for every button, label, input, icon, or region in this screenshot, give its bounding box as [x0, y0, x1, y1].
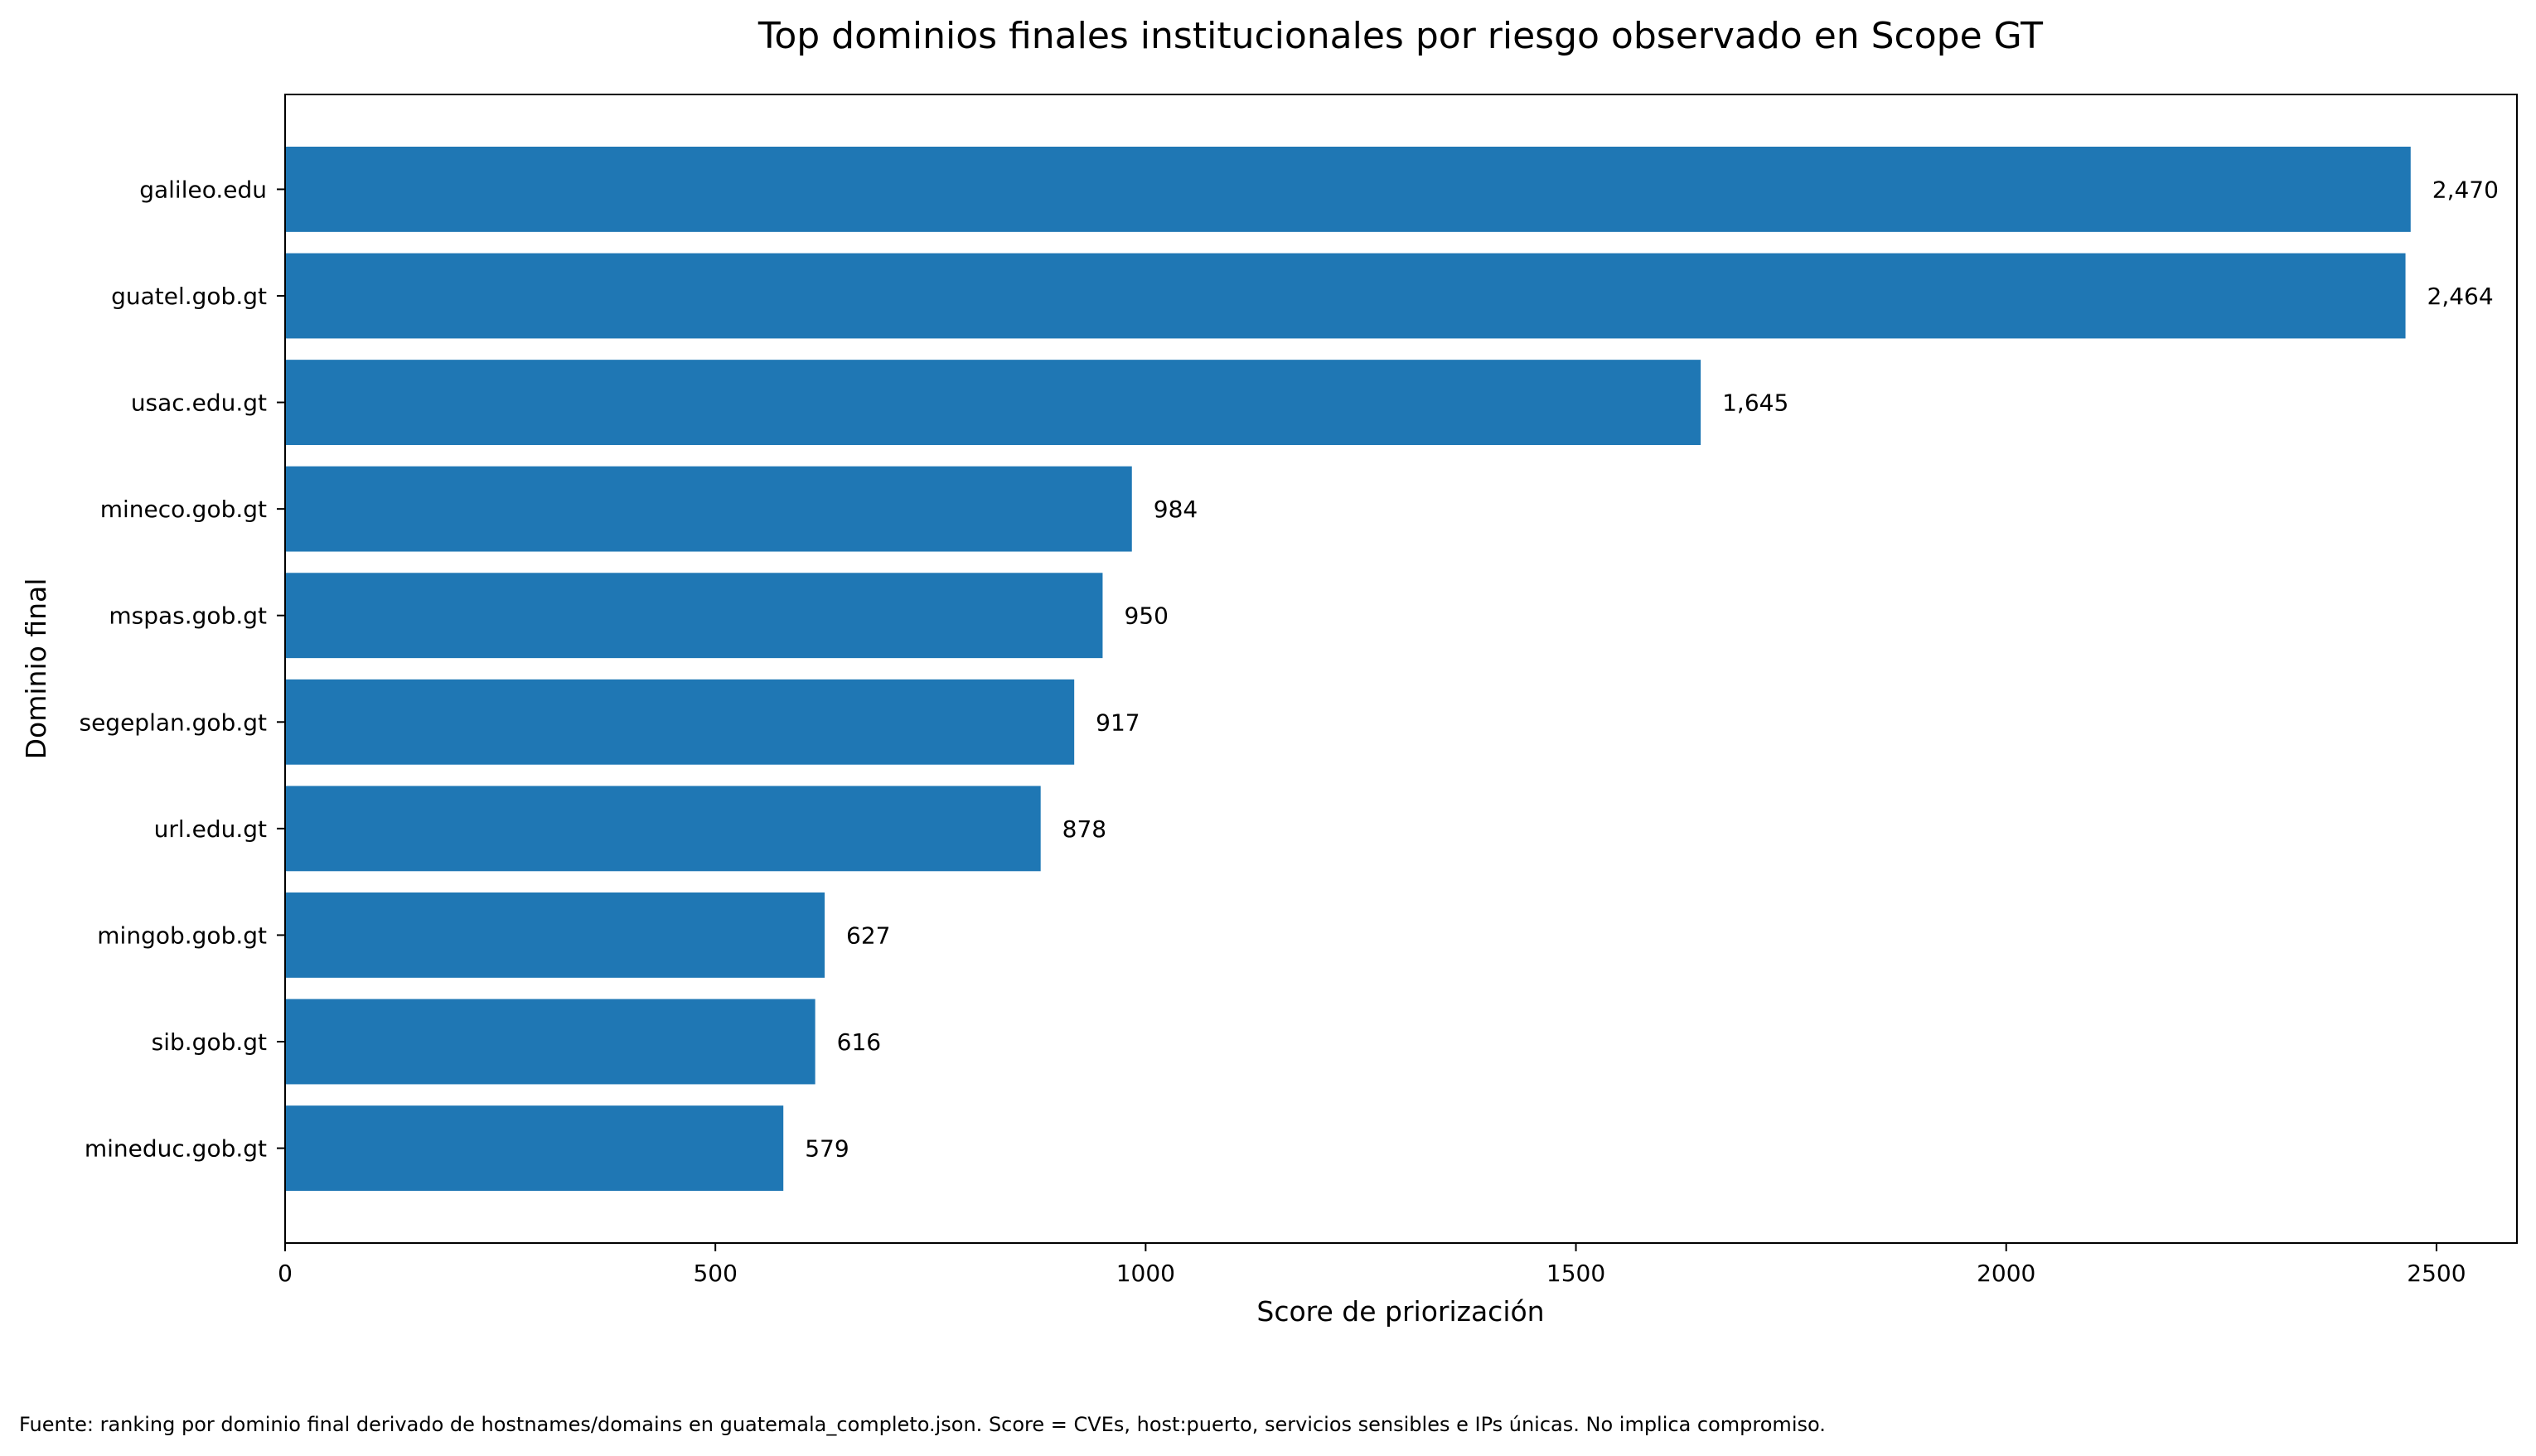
bar-usac.edu.gt — [285, 360, 1701, 445]
x-axis-label: Score de priorización — [1256, 1295, 1544, 1328]
bar-mineco.gob.gt — [285, 466, 1132, 552]
bar-value-label: 579 — [805, 1135, 849, 1163]
x-tick-label: 2000 — [1977, 1260, 2035, 1287]
y-tick-label: mingob.gob.gt — [97, 921, 267, 949]
y-axis-label: Dominio final — [20, 578, 52, 760]
bar-value-label: 1,645 — [1722, 389, 1788, 417]
y-tick-label: guatel.gob.gt — [111, 283, 267, 310]
bar-value-label: 878 — [1062, 815, 1106, 843]
y-tick-label: mineco.gob.gt — [100, 496, 267, 523]
bar-mspas.gob.gt — [285, 573, 1103, 659]
bar-value-label: 2,470 — [2432, 176, 2499, 203]
y-tick-label: mineduc.gob.gt — [85, 1135, 267, 1163]
x-tick-label: 2500 — [2407, 1260, 2466, 1287]
footnote: Fuente: ranking por dominio final deriva… — [19, 1413, 1826, 1436]
bar-segeplan.gob.gt — [285, 679, 1075, 765]
y-tick-label: url.edu.gt — [154, 815, 267, 843]
bar-guatel.gob.gt — [285, 253, 2406, 339]
bar-value-label: 917 — [1096, 709, 1140, 736]
bar-url.edu.gt — [285, 786, 1041, 872]
bar-value-label: 950 — [1124, 602, 1168, 630]
bar-value-label: 984 — [1154, 496, 1198, 523]
bar-mineduc.gob.gt — [285, 1105, 784, 1191]
y-tick-label: mspas.gob.gt — [109, 602, 267, 630]
plot-frame — [284, 94, 2518, 1244]
bar-galileo.edu — [285, 147, 2411, 232]
y-tick-label: usac.edu.gt — [131, 389, 267, 417]
chart-title: Top dominios finales institucionales por… — [757, 15, 2043, 57]
x-tick-label: 1500 — [1546, 1260, 1605, 1287]
bar-mingob.gob.gt — [285, 892, 825, 978]
bar-value-label: 2,464 — [2427, 283, 2494, 310]
y-tick-label: sib.gob.gt — [152, 1028, 267, 1056]
y-tick-label: galileo.edu — [139, 176, 267, 203]
bar-value-label: 616 — [837, 1028, 881, 1056]
x-tick-label: 0 — [278, 1260, 293, 1287]
bar-sib.gob.gt — [285, 999, 815, 1085]
x-tick-label: 500 — [693, 1260, 737, 1287]
y-tick-label: segeplan.gob.gt — [79, 709, 267, 736]
bar-value-label: 627 — [846, 921, 890, 949]
x-tick-label: 1000 — [1116, 1260, 1175, 1287]
